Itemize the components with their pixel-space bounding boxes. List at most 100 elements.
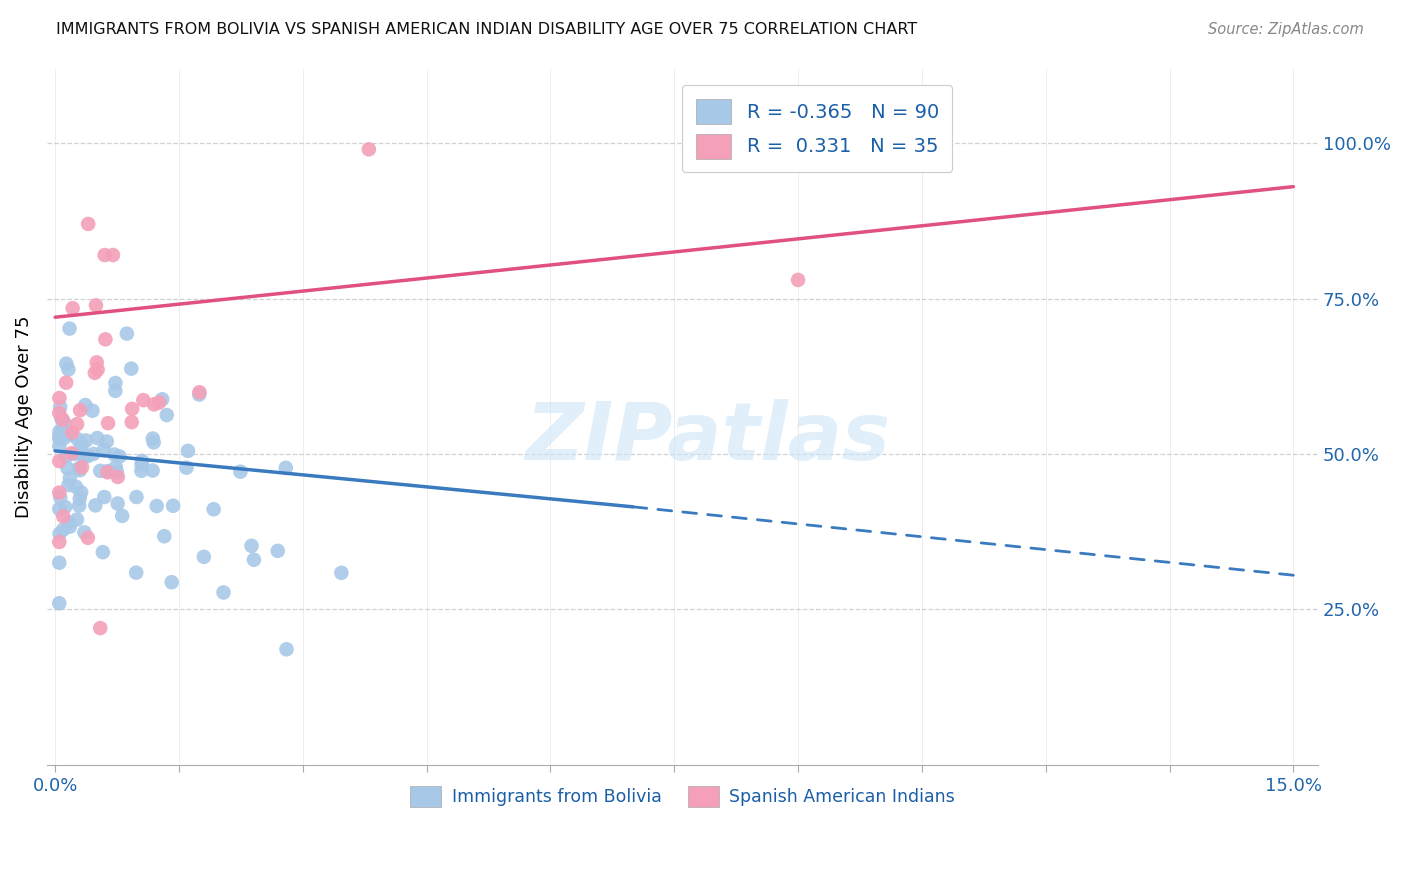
Point <box>156 408 179 422</box>
Point <box>86 431 108 445</box>
Text: Source: ZipAtlas.com: Source: ZipAtlas.com <box>1208 22 1364 37</box>
Point <box>145 499 167 513</box>
Point <box>48 502 70 516</box>
Point <box>48 454 70 468</box>
Point <box>86 355 108 369</box>
Point <box>62 301 84 316</box>
Point <box>143 397 166 411</box>
Point <box>787 273 810 287</box>
Point <box>131 464 153 478</box>
Point <box>53 500 76 514</box>
Point <box>48 432 70 446</box>
Point <box>69 491 91 506</box>
Point <box>202 502 225 516</box>
Point <box>83 366 105 380</box>
Point <box>73 525 96 540</box>
Point <box>66 433 89 447</box>
Point <box>153 529 176 543</box>
Point <box>48 556 70 570</box>
Point <box>86 362 108 376</box>
Point <box>60 446 83 460</box>
Point <box>48 535 70 549</box>
Point <box>91 545 114 559</box>
Legend: Immigrants from Bolivia, Spanish American Indians: Immigrants from Bolivia, Spanish America… <box>401 777 963 815</box>
Point <box>48 429 70 443</box>
Point <box>67 461 90 475</box>
Point <box>70 439 93 453</box>
Point <box>73 450 96 464</box>
Point <box>48 406 70 420</box>
Point <box>55 357 77 371</box>
Point <box>82 447 104 461</box>
Point <box>66 446 89 460</box>
Point <box>105 465 128 479</box>
Point <box>357 142 380 156</box>
Point <box>97 416 120 430</box>
Point <box>330 566 353 580</box>
Point <box>53 417 76 431</box>
Point <box>66 417 89 432</box>
Point <box>84 298 107 312</box>
Point <box>131 454 153 468</box>
Point <box>89 621 111 635</box>
Point <box>103 448 125 462</box>
Point <box>65 480 87 494</box>
Point <box>160 575 183 590</box>
Point <box>96 434 118 449</box>
Text: ZIPatlas: ZIPatlas <box>526 399 890 476</box>
Point <box>77 217 100 231</box>
Point <box>84 499 107 513</box>
Point <box>56 461 79 475</box>
Point <box>69 463 91 477</box>
Point <box>70 485 93 500</box>
Point <box>60 425 83 440</box>
Point <box>212 585 235 599</box>
Point <box>176 460 198 475</box>
Point <box>59 519 82 533</box>
Point <box>177 443 200 458</box>
Point <box>131 458 153 472</box>
Point <box>49 491 72 505</box>
Point <box>132 393 155 408</box>
Point <box>58 516 80 530</box>
Point <box>55 450 77 464</box>
Point <box>162 499 184 513</box>
Point <box>51 411 73 425</box>
Point <box>69 403 91 417</box>
Point <box>82 403 104 417</box>
Point <box>243 552 266 566</box>
Point <box>58 321 80 335</box>
Point <box>48 485 70 500</box>
Point <box>48 439 70 453</box>
Point <box>150 392 173 407</box>
Point <box>120 361 142 376</box>
Point <box>93 490 115 504</box>
Point <box>66 512 89 526</box>
Point <box>52 509 75 524</box>
Point <box>70 460 93 475</box>
Point <box>142 432 165 446</box>
Point <box>104 376 127 390</box>
Point <box>52 413 75 427</box>
Point <box>75 398 97 412</box>
Point <box>111 508 134 523</box>
Point <box>76 449 98 463</box>
Point <box>121 401 143 416</box>
Text: IMMIGRANTS FROM BOLIVIA VS SPANISH AMERICAN INDIAN DISABILITY AGE OVER 75 CORREL: IMMIGRANTS FROM BOLIVIA VS SPANISH AMERI… <box>56 22 918 37</box>
Point <box>142 435 165 450</box>
Point <box>276 642 298 657</box>
Point <box>193 549 215 564</box>
Point <box>96 465 118 479</box>
Point <box>107 496 129 510</box>
Point <box>59 428 82 442</box>
Point <box>49 400 72 414</box>
Point <box>52 431 75 445</box>
Point <box>89 464 111 478</box>
Point <box>48 596 70 610</box>
Point <box>104 460 127 475</box>
Point <box>104 384 127 398</box>
Point <box>188 385 211 400</box>
Point <box>115 326 138 341</box>
Point <box>48 526 70 541</box>
Point <box>93 443 115 458</box>
